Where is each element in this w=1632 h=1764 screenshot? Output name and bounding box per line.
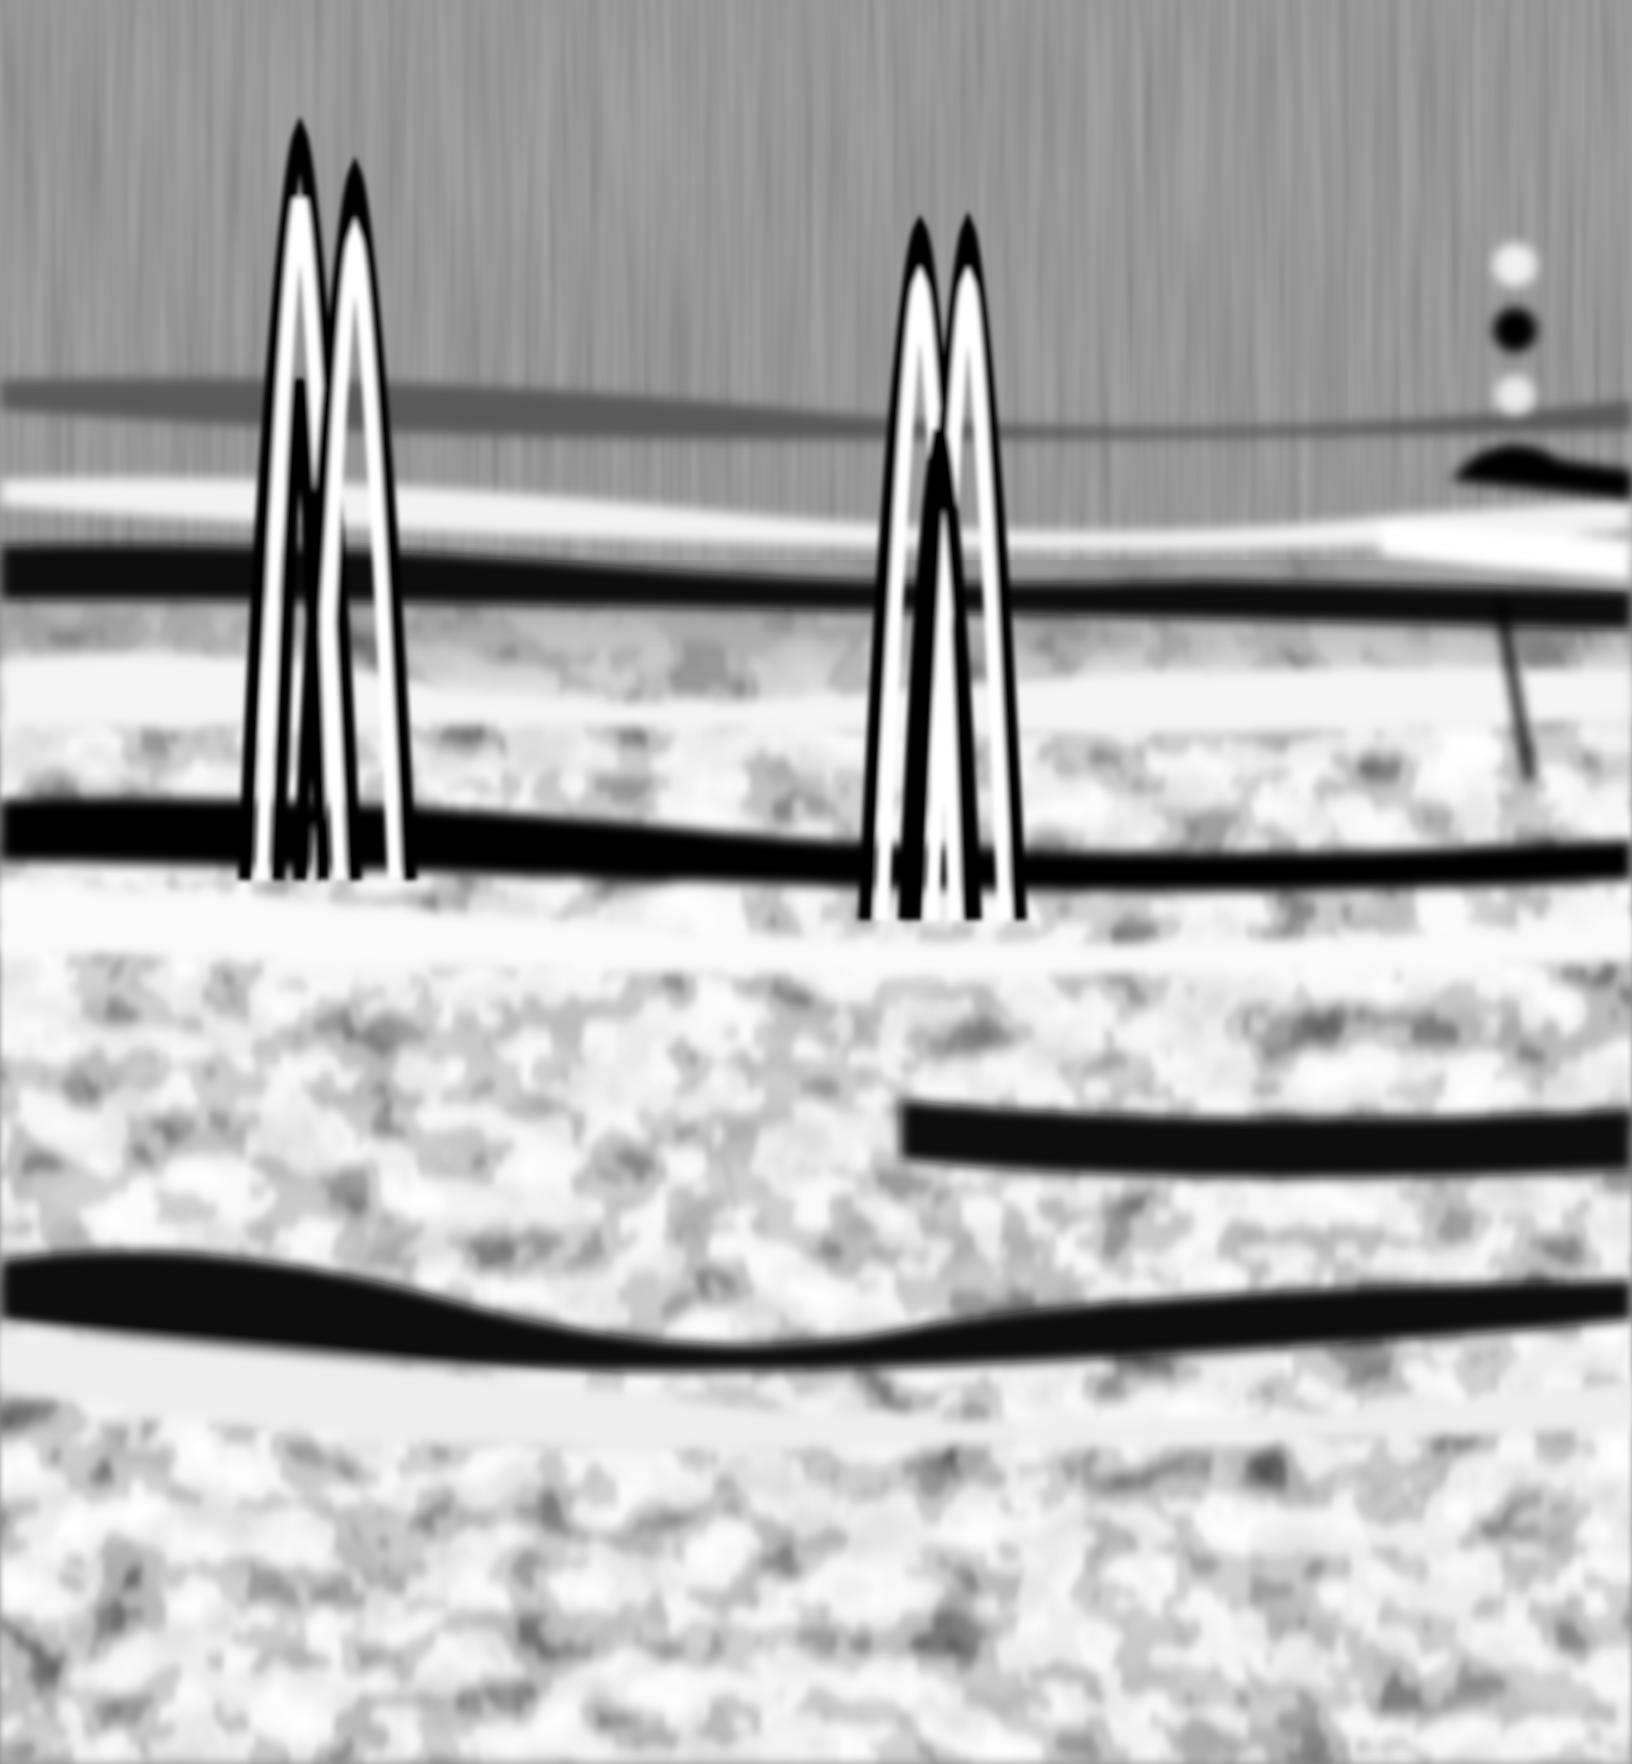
radargram: [0, 0, 1632, 1764]
page: (() => { const data = JSON.parse(documen…: [0, 0, 1632, 1764]
